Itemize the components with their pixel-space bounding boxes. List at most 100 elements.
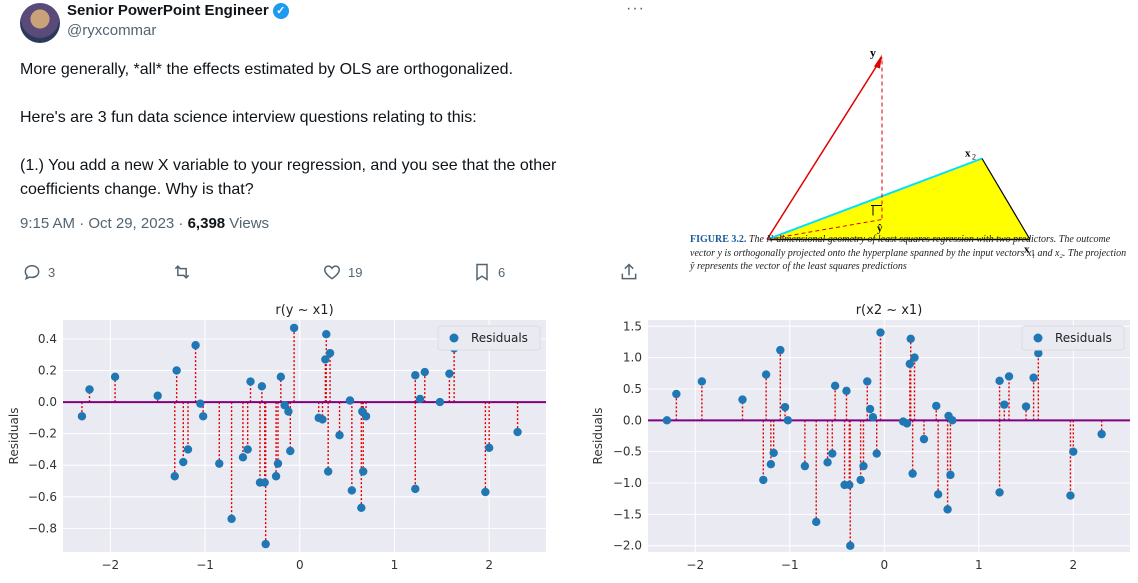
- residual-point: [865, 404, 875, 414]
- residual-point: [766, 460, 776, 469]
- tweet-paragraph: (1.) You add a new X variable to your re…: [20, 157, 557, 198]
- residual-point: [257, 382, 267, 391]
- residual-point: [415, 394, 425, 404]
- plot-area: [648, 320, 1130, 552]
- residual-point: [361, 412, 371, 421]
- residual-point: [411, 371, 420, 380]
- residual-point: [769, 448, 778, 458]
- reply-icon: [24, 264, 40, 281]
- y-tick-label: −0.2: [28, 427, 57, 441]
- avatar[interactable]: [20, 3, 60, 43]
- residual-point: [321, 355, 330, 364]
- tweet-timestamp[interactable]: 9:15 AM · Oct 29, 2023 ·: [20, 215, 188, 232]
- author-handle[interactable]: @ryxcommar: [67, 22, 157, 39]
- residual-point: [335, 431, 344, 440]
- residual-point: [780, 402, 790, 412]
- chart-title: r(y ~ x1): [275, 303, 333, 318]
- more-options-icon[interactable]: ···: [626, 0, 645, 17]
- tweet-body: More generally, *all* the effects estima…: [20, 58, 640, 202]
- retweet-button[interactable]: [172, 262, 198, 282]
- figure-caption-label: FIGURE 3.2.: [690, 234, 747, 245]
- residual-point: [85, 385, 94, 394]
- y-tick-label: −0.4: [28, 458, 57, 472]
- residual-point: [484, 443, 494, 453]
- residual-point: [179, 457, 188, 467]
- tweet-paragraph: Here's are 3 fun data science interview …: [20, 109, 477, 126]
- residual-point: [1097, 429, 1106, 439]
- legend-marker: [1033, 333, 1043, 343]
- triangle-edge: [981, 158, 1031, 240]
- residual-point: [933, 490, 943, 499]
- yhat-vector: [766, 219, 883, 240]
- views-label: Views: [225, 215, 270, 232]
- residual-point: [902, 419, 912, 428]
- bookmark-button[interactable]: 6: [472, 262, 505, 282]
- residual-point: [856, 475, 865, 485]
- residual-point: [513, 427, 522, 437]
- x-tick-label: 2: [485, 558, 493, 572]
- residual-point: [995, 376, 1004, 386]
- figure-caption-text: The N-dimensional geometry of least squa…: [690, 234, 1127, 272]
- right-angle-mark: [871, 205, 882, 216]
- legend-box: [437, 325, 541, 351]
- residual-point: [906, 334, 915, 344]
- residual-point: [273, 459, 283, 468]
- y-arrowhead: [874, 54, 882, 69]
- residual-point: [183, 445, 193, 454]
- residual-point: [215, 459, 224, 468]
- residual-point: [910, 353, 919, 362]
- residual-point: [868, 412, 878, 422]
- residual-point: [411, 484, 420, 494]
- reply-button[interactable]: 3: [22, 262, 55, 282]
- residual-point: [261, 539, 270, 549]
- residual-point: [238, 453, 248, 462]
- residual-point: [289, 323, 299, 333]
- x2-subscript: 2: [972, 153, 976, 162]
- like-button[interactable]: 19: [322, 262, 362, 282]
- residual-point: [830, 381, 840, 391]
- x-tick-label: 1: [391, 558, 399, 572]
- y-tick-label: −0.6: [28, 490, 57, 504]
- residual-point: [322, 330, 331, 339]
- bookmark-count: 6: [498, 264, 506, 280]
- retweet-icon: [174, 265, 190, 279]
- residual-point: [347, 486, 357, 495]
- residual-point: [738, 395, 747, 404]
- legend-label: Residuals: [1055, 331, 1112, 345]
- residual-point: [919, 434, 929, 444]
- author-name-row[interactable]: Senior PowerPoint Engineer ✓: [67, 2, 289, 19]
- tweet: Senior PowerPoint Engineer ✓ @ryxcommar …: [0, 0, 655, 300]
- author-name[interactable]: Senior PowerPoint Engineer: [67, 2, 269, 19]
- residual-point: [345, 396, 355, 405]
- residual-point: [246, 377, 255, 386]
- y-tick-label: −1.0: [613, 476, 642, 490]
- action-bar: 3 19 6: [22, 262, 642, 288]
- residual-point: [876, 328, 885, 337]
- residual-point: [842, 386, 851, 396]
- share-button[interactable]: [619, 262, 639, 282]
- like-count: 19: [348, 264, 363, 280]
- residual-point: [697, 377, 707, 386]
- residuals-chart-x2-x1: −2 −1 0 1 2 1.5 1.0 0.5 0.0 −0.5 −1.0 −1.5 −2.0 r(x2 …: [591, 303, 1130, 572]
- y-axis-label: Residuals: [7, 408, 21, 465]
- residual-point: [359, 467, 368, 476]
- residual-point: [271, 472, 281, 481]
- residual-point: [1034, 349, 1043, 358]
- residual-point: [995, 488, 1004, 497]
- y-tick-label: −1.5: [613, 507, 642, 521]
- y-axis-label: Residuals: [591, 408, 605, 465]
- y-tick-label: 0.0: [623, 413, 642, 427]
- y-label: y: [870, 46, 876, 60]
- hyperplane-triangle: [767, 158, 1030, 240]
- residual-point: [1069, 447, 1078, 456]
- y-vector: [766, 57, 883, 240]
- residual-point: [420, 367, 429, 377]
- residual-point: [172, 366, 181, 375]
- residual-point: [863, 377, 872, 386]
- chart-title: r(x2 ~ x1): [856, 303, 923, 318]
- residual-point: [946, 470, 955, 480]
- legend-label: Residuals: [471, 331, 528, 345]
- residual-point: [1000, 400, 1009, 409]
- residual-point: [905, 359, 914, 369]
- x-tick-label: −1: [781, 558, 799, 572]
